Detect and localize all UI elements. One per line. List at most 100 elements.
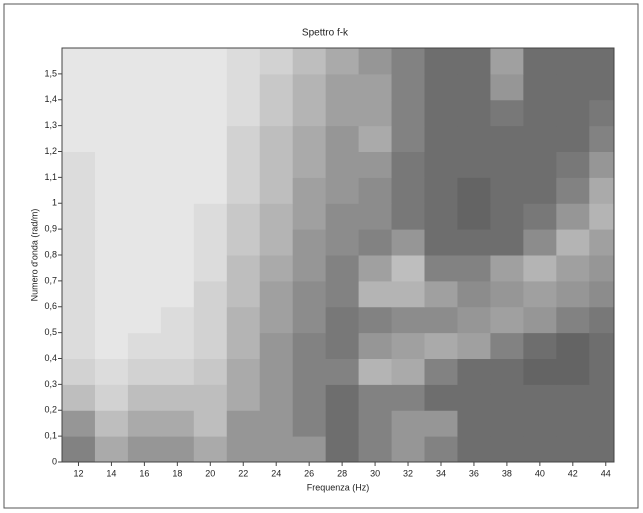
heat-cell xyxy=(193,48,228,75)
heat-cell xyxy=(424,125,458,152)
heat-cell xyxy=(523,48,557,75)
heat-cell xyxy=(292,48,327,75)
heat-cell xyxy=(523,255,557,282)
heat-cell xyxy=(523,410,557,437)
heat-cell xyxy=(325,280,360,308)
heat-cell xyxy=(292,358,327,385)
heat-cell xyxy=(358,255,393,282)
heat-cell xyxy=(325,436,360,463)
heat-cell xyxy=(292,332,327,359)
heat-cell xyxy=(358,73,393,101)
heat-cell xyxy=(160,280,195,308)
heat-cell xyxy=(523,151,557,178)
heat-cell xyxy=(325,229,360,256)
x-tick-label: 28 xyxy=(337,468,347,478)
heat-cell xyxy=(62,280,96,308)
heat-cell xyxy=(62,125,96,152)
heat-cell xyxy=(259,125,294,152)
heat-cell xyxy=(193,280,228,308)
heat-cell xyxy=(292,306,327,334)
heat-cell xyxy=(589,177,615,204)
x-tick-label: 16 xyxy=(139,468,149,478)
heat-cell xyxy=(490,306,524,334)
heat-cell xyxy=(127,436,162,463)
heat-cell xyxy=(292,410,327,437)
heat-cell xyxy=(193,177,228,204)
x-tick-label: 12 xyxy=(73,468,83,478)
heat-cell xyxy=(490,177,524,204)
heat-cell xyxy=(391,48,426,75)
heat-cell xyxy=(226,229,261,256)
heat-cell xyxy=(325,99,360,127)
heat-cell xyxy=(94,73,129,101)
heat-cell xyxy=(127,255,162,282)
heat-cell xyxy=(127,203,162,230)
heat-cell xyxy=(457,48,491,75)
heat-cell xyxy=(160,306,195,334)
heat-cell xyxy=(556,177,590,204)
heat-cell xyxy=(127,48,162,75)
heat-cell xyxy=(589,229,615,256)
heat-cell xyxy=(589,384,615,411)
heat-cell xyxy=(259,177,294,204)
heat-cell xyxy=(259,255,294,282)
heat-cell xyxy=(127,99,162,127)
heat-cell xyxy=(325,151,360,178)
heat-cell xyxy=(94,229,129,256)
x-tick-label: 36 xyxy=(469,468,479,478)
heat-cell xyxy=(160,151,195,178)
heat-cell xyxy=(160,73,195,101)
heat-cell xyxy=(457,410,491,437)
heat-cell xyxy=(490,358,524,385)
heat-cell xyxy=(424,151,458,178)
heat-cell xyxy=(391,125,426,152)
x-tick-label: 14 xyxy=(106,468,116,478)
heat-cell xyxy=(391,203,426,230)
heat-cell xyxy=(259,229,294,256)
heat-cell xyxy=(193,410,228,437)
heat-cell xyxy=(292,436,327,463)
heat-cell xyxy=(457,332,491,359)
heat-cell xyxy=(193,255,228,282)
heat-cell xyxy=(556,384,590,411)
heat-cell xyxy=(62,48,96,75)
heat-cell xyxy=(457,436,491,463)
heat-cell xyxy=(325,410,360,437)
heat-cell xyxy=(259,358,294,385)
heat-cell xyxy=(556,436,590,463)
heat-cell xyxy=(325,48,360,75)
heat-cell xyxy=(193,332,228,359)
heat-cell xyxy=(556,151,590,178)
heat-cell xyxy=(457,99,491,127)
heat-cell xyxy=(358,384,393,411)
heat-cell xyxy=(62,229,96,256)
heat-cell xyxy=(523,73,557,101)
heat-cell xyxy=(391,306,426,334)
heat-cell xyxy=(523,280,557,308)
heat-cell xyxy=(62,306,96,334)
y-tick-label: 1,2 xyxy=(44,146,57,156)
heat-cell xyxy=(358,48,393,75)
heat-cell xyxy=(160,125,195,152)
y-tick-label: 1 xyxy=(52,198,57,208)
x-tick-label: 24 xyxy=(271,468,281,478)
heat-cell xyxy=(391,280,426,308)
heat-cell xyxy=(424,99,458,127)
heat-cell xyxy=(457,203,491,230)
heat-cell xyxy=(94,306,129,334)
heat-cell xyxy=(325,203,360,230)
heat-cell xyxy=(259,151,294,178)
heat-cell xyxy=(490,73,524,101)
heat-cell xyxy=(424,255,458,282)
heat-cell xyxy=(490,229,524,256)
heat-cell xyxy=(391,410,426,437)
heat-cell xyxy=(391,332,426,359)
heat-cell xyxy=(127,332,162,359)
heat-cell xyxy=(358,410,393,437)
heat-cell xyxy=(457,255,491,282)
heat-cell xyxy=(62,358,96,385)
heat-cell xyxy=(259,99,294,127)
heat-cell xyxy=(193,151,228,178)
heat-cell xyxy=(490,332,524,359)
